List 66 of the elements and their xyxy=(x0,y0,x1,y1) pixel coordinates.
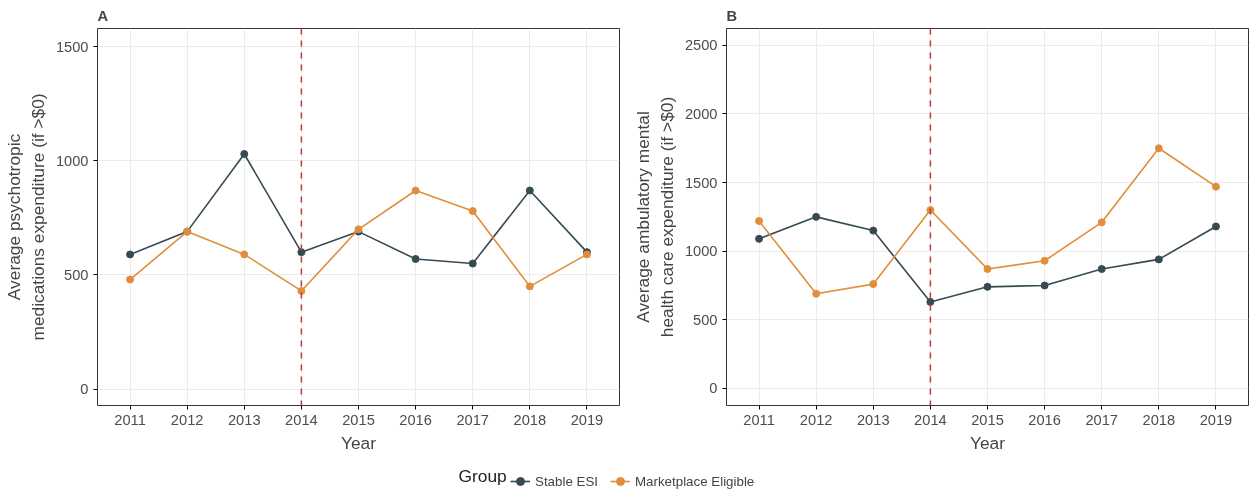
y-tick-label: 0 xyxy=(80,381,89,398)
legend-label: Stable ESI xyxy=(535,473,598,489)
x-tick-label: 2014 xyxy=(914,411,947,428)
x-tick-label: 2018 xyxy=(513,411,547,428)
point xyxy=(1154,255,1163,264)
point xyxy=(983,282,992,291)
y-tick-label: 1500 xyxy=(684,174,718,191)
x-tick-label: 2016 xyxy=(399,411,432,428)
point xyxy=(525,282,534,291)
point xyxy=(812,212,821,221)
x-tick-label: 2014 xyxy=(285,411,318,428)
x-tick-label: 2017 xyxy=(1085,411,1119,428)
y-tick-label: 1000 xyxy=(684,243,718,260)
point xyxy=(240,250,249,259)
x-tick-label: 2019 xyxy=(1199,411,1233,428)
point xyxy=(525,186,534,195)
point xyxy=(869,280,878,289)
x-tick-label: 2013 xyxy=(227,411,261,428)
point xyxy=(240,150,249,159)
x-tick-label: 2015 xyxy=(342,411,375,428)
x-tick-label: 2011 xyxy=(743,411,775,428)
point xyxy=(1040,256,1049,265)
point xyxy=(755,234,764,243)
x-tick-label: 2015 xyxy=(971,411,1004,428)
point xyxy=(297,286,306,295)
point xyxy=(468,207,477,216)
x-tick-label: 2013 xyxy=(856,411,890,428)
x-tick-label: 2012 xyxy=(799,411,833,428)
y-axis-title: Average ambulatory mental health care expenditure (if >$0) xyxy=(632,96,677,338)
y-tick-label: 500 xyxy=(64,266,89,283)
chart-title: A xyxy=(97,7,109,24)
point xyxy=(1097,265,1106,273)
point xyxy=(126,250,135,259)
y-axis-title: Average psychotropic medications expenditure (if >$0) xyxy=(3,93,48,341)
point xyxy=(1097,218,1106,227)
y-tick-label: 1000 xyxy=(55,152,89,169)
point xyxy=(468,259,477,268)
y-tick-label: 0 xyxy=(709,380,718,397)
y-tick-label: 500 xyxy=(693,311,718,328)
x-axis-title: Year xyxy=(340,432,377,453)
x-tick-label: 2017 xyxy=(456,411,490,428)
y-tick-label: 2000 xyxy=(684,105,718,122)
y-tick-label: 2500 xyxy=(684,37,718,54)
y-tick-label: 1500 xyxy=(55,38,89,55)
x-tick-label: 2018 xyxy=(1142,411,1176,428)
point xyxy=(755,216,764,225)
point xyxy=(126,275,135,284)
point xyxy=(1211,222,1220,231)
point xyxy=(1154,144,1163,153)
point xyxy=(297,248,306,257)
point xyxy=(983,265,992,273)
x-tick-label: 2012 xyxy=(170,411,204,428)
x-tick-label: 2011 xyxy=(114,411,146,428)
legend-label: Marketplace Eligible xyxy=(634,473,755,489)
x-tick-label: 2016 xyxy=(1028,411,1061,428)
x-axis-title: Year xyxy=(969,432,1006,453)
legend-title: Group xyxy=(458,465,507,486)
point xyxy=(1211,182,1220,191)
point xyxy=(869,226,878,235)
x-tick-label: 2019 xyxy=(570,411,604,428)
chart-title: B xyxy=(726,7,738,24)
point xyxy=(926,297,935,306)
point xyxy=(411,186,420,195)
point xyxy=(812,289,821,298)
point xyxy=(1040,281,1049,290)
point xyxy=(411,255,420,263)
